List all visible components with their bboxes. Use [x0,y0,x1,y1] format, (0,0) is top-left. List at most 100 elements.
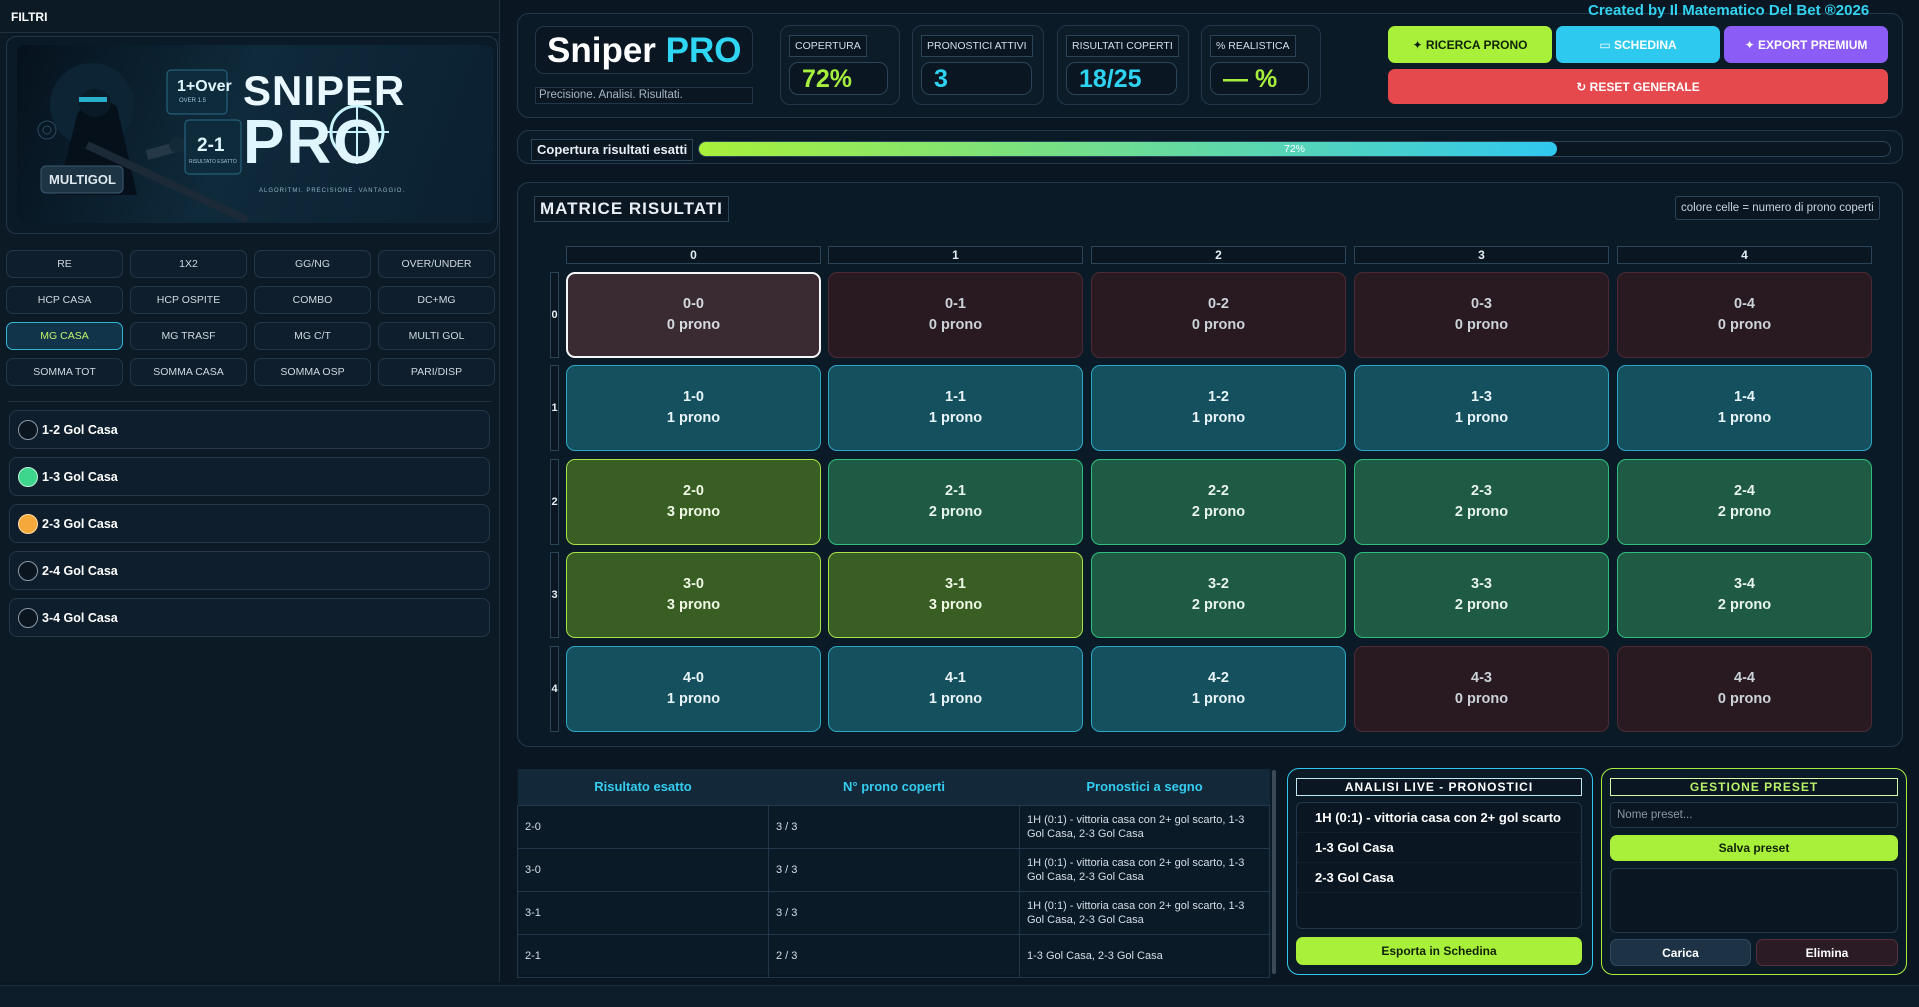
live-pronostici-list: 1H (0:1) - vittoria casa con 2+ gol scar… [1296,802,1582,929]
esporta-schedina-button[interactable]: Esporta in Schedina [1296,937,1582,965]
matrix-row-header: 2 [550,459,559,545]
ricerca-prono-button[interactable]: ✦ RICERCA PRONO [1388,26,1552,63]
matrix-cell-0-3[interactable]: 0-3 0 prono [1354,272,1609,358]
preset-name-input[interactable] [1610,802,1898,828]
matrix-col-header: 1 [828,246,1083,264]
matrix-cell-1-1[interactable]: 1-1 1 prono [828,365,1083,451]
cell-score: 4-2 [1208,670,1229,686]
option-row[interactable]: 1-3 Gol Casa [9,457,490,496]
matrix-cell-2-4[interactable]: 2-4 2 prono [1617,459,1872,545]
filter-button-hcp-ospite[interactable]: HCP OSPITE [130,286,247,314]
elimina-preset-button[interactable]: Elimina [1756,939,1898,966]
cell-score: 4-3 [1471,670,1492,686]
matrix-cell-2-2[interactable]: 2-2 2 prono [1091,459,1346,545]
matrix-cell-2-1[interactable]: 2-1 2 prono [828,459,1083,545]
cell-score: 0-1 [945,296,966,312]
filter-button-combo[interactable]: COMBO [254,286,371,314]
filter-button-pari-disp[interactable]: PARI/DISP [378,358,495,386]
cell-score: 2-2 [1208,483,1229,499]
option-row[interactable]: 3-4 Gol Casa [9,598,490,637]
option-label: 1-2 Gol Casa [42,422,118,437]
option-radio-indicator[interactable] [18,419,38,440]
bottom-scrollbar-track[interactable] [0,985,1919,1007]
option-radio-indicator[interactable] [18,560,38,581]
matrix-cell-4-0[interactable]: 4-0 1 prono [566,646,821,732]
option-radio-indicator[interactable] [18,513,38,534]
matrix-cell-2-0[interactable]: 2-0 3 prono [566,459,821,545]
col-header-prono-coperti[interactable]: N° prono coperti [768,769,1020,805]
option-row[interactable]: 2-4 Gol Casa [9,551,490,590]
option-row[interactable]: 2-3 Gol Casa [9,504,490,543]
schedina-button[interactable]: ▭ SCHEDINA [1556,26,1720,63]
export-premium-button[interactable]: ✦ EXPORT PREMIUM [1724,26,1888,63]
matrix-cell-4-3[interactable]: 4-3 0 prono [1354,646,1609,732]
matrix-cell-3-1[interactable]: 3-1 3 prono [828,552,1083,638]
live-item: 1-3 Gol Casa [1297,833,1581,863]
option-radio-indicator[interactable] [18,607,38,628]
option-radio-indicator[interactable] [18,466,38,487]
table-row[interactable]: 2-0 3 / 3 1H (0:1) - vittoria casa con 2+ … [517,804,1270,849]
table-row[interactable]: 2-1 2 / 3 1-3 Gol Casa, 2-3 Gol Casa [517,933,1270,978]
preset-list[interactable] [1610,868,1898,933]
salva-preset-button[interactable]: Salva preset [1610,835,1898,861]
matrix-cell-0-0[interactable]: 0-0 0 prono [566,272,821,358]
filter-button-somma-tot[interactable]: SOMMA TOT [6,358,123,386]
matrix-cell-2-3[interactable]: 2-3 2 prono [1354,459,1609,545]
filter-button-mg-trasf[interactable]: MG TRASF [130,322,247,350]
matrix-row-header: 0 [550,272,559,358]
matrix-cell-0-1[interactable]: 0-1 0 prono [828,272,1083,358]
filter-button-1x2[interactable]: 1X2 [130,250,247,278]
filter-button-gg-ng[interactable]: GG/NG [254,250,371,278]
cell-prono-count: 2 prono [1191,504,1246,520]
cell-score: 0-2 [1208,296,1229,312]
filter-button-mg-c-t[interactable]: MG C/T [254,322,371,350]
matrix-cell-4-4[interactable]: 4-4 0 prono [1617,646,1872,732]
reset-generale-button[interactable]: ↻ RESET GENERALE [1388,69,1888,104]
matrix-cell-1-0[interactable]: 1-0 1 prono [566,365,821,451]
option-label: 2-4 Gol Casa [42,563,118,578]
cell-risultato: 3-1 [517,890,769,935]
cell-prono-count: 1 prono [928,410,983,426]
filter-button-dc-mg[interactable]: DC+MG [378,286,495,314]
cell-prono-count: 3 prono [666,504,721,520]
matrix-cell-3-3[interactable]: 3-3 2 prono [1354,552,1609,638]
filter-button-somma-casa[interactable]: SOMMA CASA [130,358,247,386]
filter-button-somma-osp[interactable]: SOMMA OSP [254,358,371,386]
table-row[interactable]: 3-0 3 / 3 1H (0:1) - vittoria casa con 2+ … [517,847,1270,892]
cell-score: 1-1 [945,389,966,405]
matrix-cell-3-4[interactable]: 3-4 2 prono [1617,552,1872,638]
matrix-cell-1-4[interactable]: 1-4 1 prono [1617,365,1872,451]
live-item: 1H (0:1) - vittoria casa con 2+ gol scar… [1297,803,1581,833]
filter-button-hcp-casa[interactable]: HCP CASA [6,286,123,314]
matrix-cell-3-0[interactable]: 3-0 3 prono [566,552,821,638]
banner-artwork [37,63,389,223]
matrix-cell-4-2[interactable]: 4-2 1 prono [1091,646,1346,732]
matrix-cell-1-2[interactable]: 1-2 1 prono [1091,365,1346,451]
cell-score: 4-1 [945,670,966,686]
filter-button-multi-gol[interactable]: MULTI GOL [378,322,495,350]
matrix-cell-0-4[interactable]: 0-4 0 prono [1617,272,1872,358]
cell-score: 3-2 [1208,576,1229,592]
matrix-cell-1-3[interactable]: 1-3 1 prono [1354,365,1609,451]
filter-button-over-under[interactable]: OVER/UNDER [378,250,495,278]
matrix-cell-0-2[interactable]: 0-2 0 prono [1091,272,1346,358]
cell-prono-count: 1 prono [1454,410,1509,426]
matrix-col-header: 4 [1617,246,1872,264]
cell-score: 0-0 [683,296,704,312]
stat-pronostici-attivi: PRONOSTICI ATTIVI 3 [912,25,1044,105]
option-row[interactable]: 1-2 Gol Casa [9,410,490,449]
matrix-row-header: 4 [550,646,559,732]
banner-badge-multigol: MULTIGOL [49,172,116,187]
logo-text-sniper: Sniper [547,31,656,70]
filter-button-re[interactable]: RE [6,250,123,278]
carica-preset-button[interactable]: Carica [1610,939,1751,966]
matrix-cell-4-1[interactable]: 4-1 1 prono [828,646,1083,732]
matrix-cell-3-2[interactable]: 3-2 2 prono [1091,552,1346,638]
col-header-pronostici[interactable]: Pronostici a segno [1019,769,1270,805]
filter-button-mg-casa[interactable]: MG CASA [6,322,123,350]
table-scrollbar[interactable] [1272,770,1276,974]
col-header-risultato[interactable]: Risultato esatto [517,769,769,805]
sniper-pro-banner-image: SNIPER PRO ALGORITMI. PRECISIONE. VANTAG… [17,45,493,223]
table-row[interactable]: 3-1 3 / 3 1H (0:1) - vittoria casa con 2+ … [517,890,1270,935]
cell-prono-count: 2 prono [928,504,983,520]
